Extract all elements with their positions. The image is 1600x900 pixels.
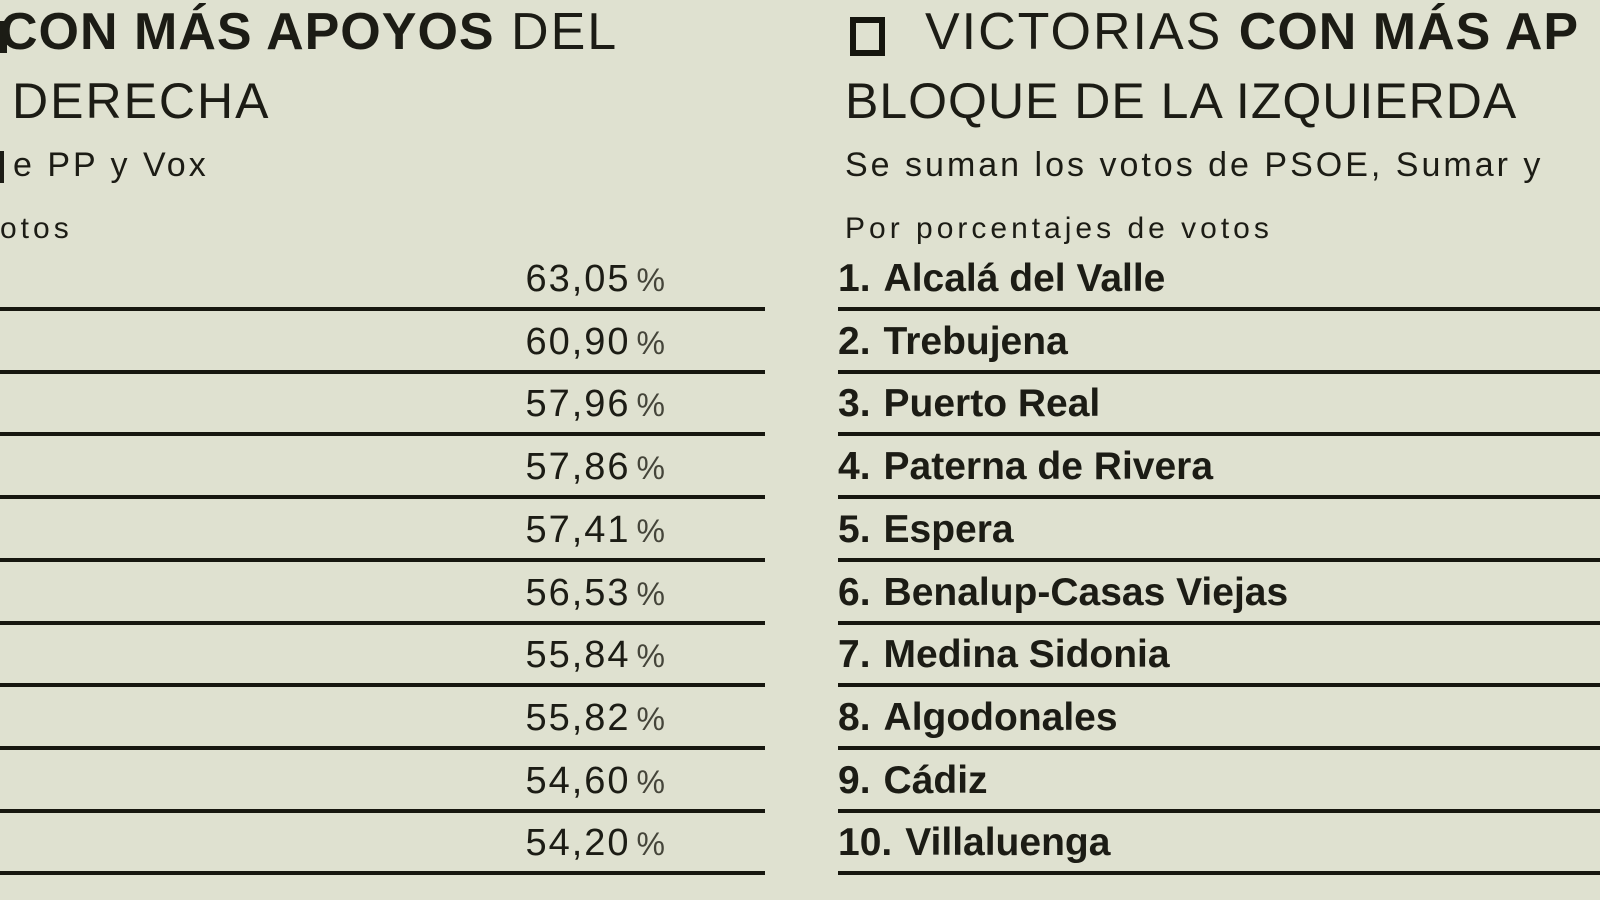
square-bullet-icon (850, 17, 885, 56)
pct-unit: % (636, 764, 665, 800)
left-row-rule (0, 871, 765, 875)
pct-unit: % (636, 701, 665, 737)
row-municipality: Villaluenga (905, 821, 1111, 864)
right-row-label: 6. Benalup-Casas Viejas (838, 570, 1288, 616)
row-rank: 8. (838, 696, 871, 739)
left-row-value: 57,96% (335, 382, 665, 427)
right-row-label: 9. Cádiz (838, 758, 988, 804)
row-municipality: Benalup-Casas Viejas (883, 571, 1289, 614)
left-row-value: 54,60% (335, 759, 665, 804)
panel-unit-label: Por porcentajes de votos (845, 212, 1273, 245)
pct-unit: % (636, 513, 665, 549)
row-municipality: Algodonales (883, 696, 1118, 739)
right-row-rule (838, 809, 1600, 813)
left-row-value: 55,84% (335, 633, 665, 678)
left-row-value: 57,86% (335, 445, 665, 490)
panel-title-tail: DEL (494, 3, 619, 61)
row-municipality: Medina Sidonia (883, 633, 1170, 676)
left-row-value: 60,90% (335, 320, 665, 365)
pct-unit: % (636, 450, 665, 486)
left-row-rule (0, 809, 765, 813)
right-row-rule (838, 495, 1600, 499)
panel-title-prefix: VICTORIAS (925, 3, 1239, 61)
pct-value: 55,82 (525, 697, 631, 739)
row-rank: 1. (838, 257, 871, 300)
pct-unit: % (636, 638, 665, 674)
pct-value: 63,05 (525, 258, 631, 300)
right-row-label: 1. Alcalá del Valle (838, 256, 1165, 302)
panel-subtitle: e PP y Vox (13, 146, 209, 184)
pct-value: 54,60 (525, 760, 631, 802)
left-row-rule (0, 558, 765, 562)
row-municipality: Espera (883, 508, 1014, 551)
right-row-label: 2. Trebujena (838, 319, 1068, 365)
right-row-label: 3. Puerto Real (838, 381, 1100, 427)
pct-value: 55,84 (525, 634, 631, 676)
right-row-rule (838, 558, 1600, 562)
left-row-rule (0, 432, 765, 436)
row-municipality: Paterna de Rivera (883, 445, 1214, 488)
left-row-value: 54,20% (335, 821, 665, 866)
right-row-label: 5. Espera (838, 507, 1014, 553)
pct-value: 56,53 (525, 572, 631, 614)
panel-unit-label: otos (0, 212, 73, 245)
left-row-value: 56,53% (335, 571, 665, 616)
row-municipality: Trebujena (883, 320, 1068, 363)
left-row-rule (0, 370, 765, 374)
left-row-value: 57,41% (335, 508, 665, 553)
left-row-rule (0, 307, 765, 311)
right-row-rule (838, 621, 1600, 625)
right-row-label: 4. Paterna de Rivera (838, 444, 1213, 490)
cropped-glyph-sliver (0, 21, 7, 53)
right-row-label: 10. Villaluenga (838, 820, 1110, 866)
panel-title-line1: VICTORIAS CON MÁS AP (925, 6, 1579, 58)
row-municipality: Alcalá del Valle (883, 257, 1166, 300)
pct-unit: % (636, 826, 665, 862)
left-row-rule (0, 495, 765, 499)
row-rank: 7. (838, 633, 871, 676)
row-rank: 6. (838, 571, 871, 614)
right-row-rule (838, 432, 1600, 436)
panel-title-bold: CON MÁS APOYOS (0, 3, 495, 61)
left-row-rule (0, 621, 765, 625)
pct-value: 57,96 (525, 383, 631, 425)
pct-unit: % (636, 387, 665, 423)
row-rank: 10. (838, 821, 893, 864)
left-row-value: 63,05% (335, 257, 665, 302)
panel-title-line1: CON MÁS APOYOS DEL (0, 6, 618, 58)
row-municipality: Puerto Real (883, 382, 1101, 425)
pct-value: 57,86 (525, 446, 631, 488)
cropped-glyph-sliver (0, 151, 4, 183)
row-municipality: Cádiz (883, 759, 988, 802)
right-row-rule (838, 370, 1600, 374)
pct-unit: % (636, 262, 665, 298)
row-rank: 2. (838, 320, 871, 363)
right-row-rule (838, 307, 1600, 311)
right-row-label: 7. Medina Sidonia (838, 632, 1170, 678)
pct-value: 60,90 (525, 321, 631, 363)
panel-title-line2: BLOQUE DE LA IZQUIERDA (845, 73, 1518, 129)
panel-title-bold: CON MÁS AP (1238, 3, 1580, 61)
pct-value: 57,41 (525, 509, 631, 551)
right-row-label: 8. Algodonales (838, 695, 1118, 741)
panel-title-line2: DERECHA (12, 73, 271, 129)
pct-unit: % (636, 325, 665, 361)
left-row-rule (0, 683, 765, 687)
row-rank: 4. (838, 445, 871, 488)
row-rank: 3. (838, 382, 871, 425)
right-row-rule (838, 871, 1600, 875)
row-rank: 5. (838, 508, 871, 551)
right-row-rule (838, 683, 1600, 687)
left-row-value: 55,82% (335, 696, 665, 741)
row-rank: 9. (838, 759, 871, 802)
panel-subtitle: Se suman los votos de PSOE, Sumar y (845, 146, 1544, 184)
left-row-rule (0, 746, 765, 750)
right-row-rule (838, 746, 1600, 750)
pct-value: 54,20 (525, 822, 631, 864)
pct-unit: % (636, 576, 665, 612)
